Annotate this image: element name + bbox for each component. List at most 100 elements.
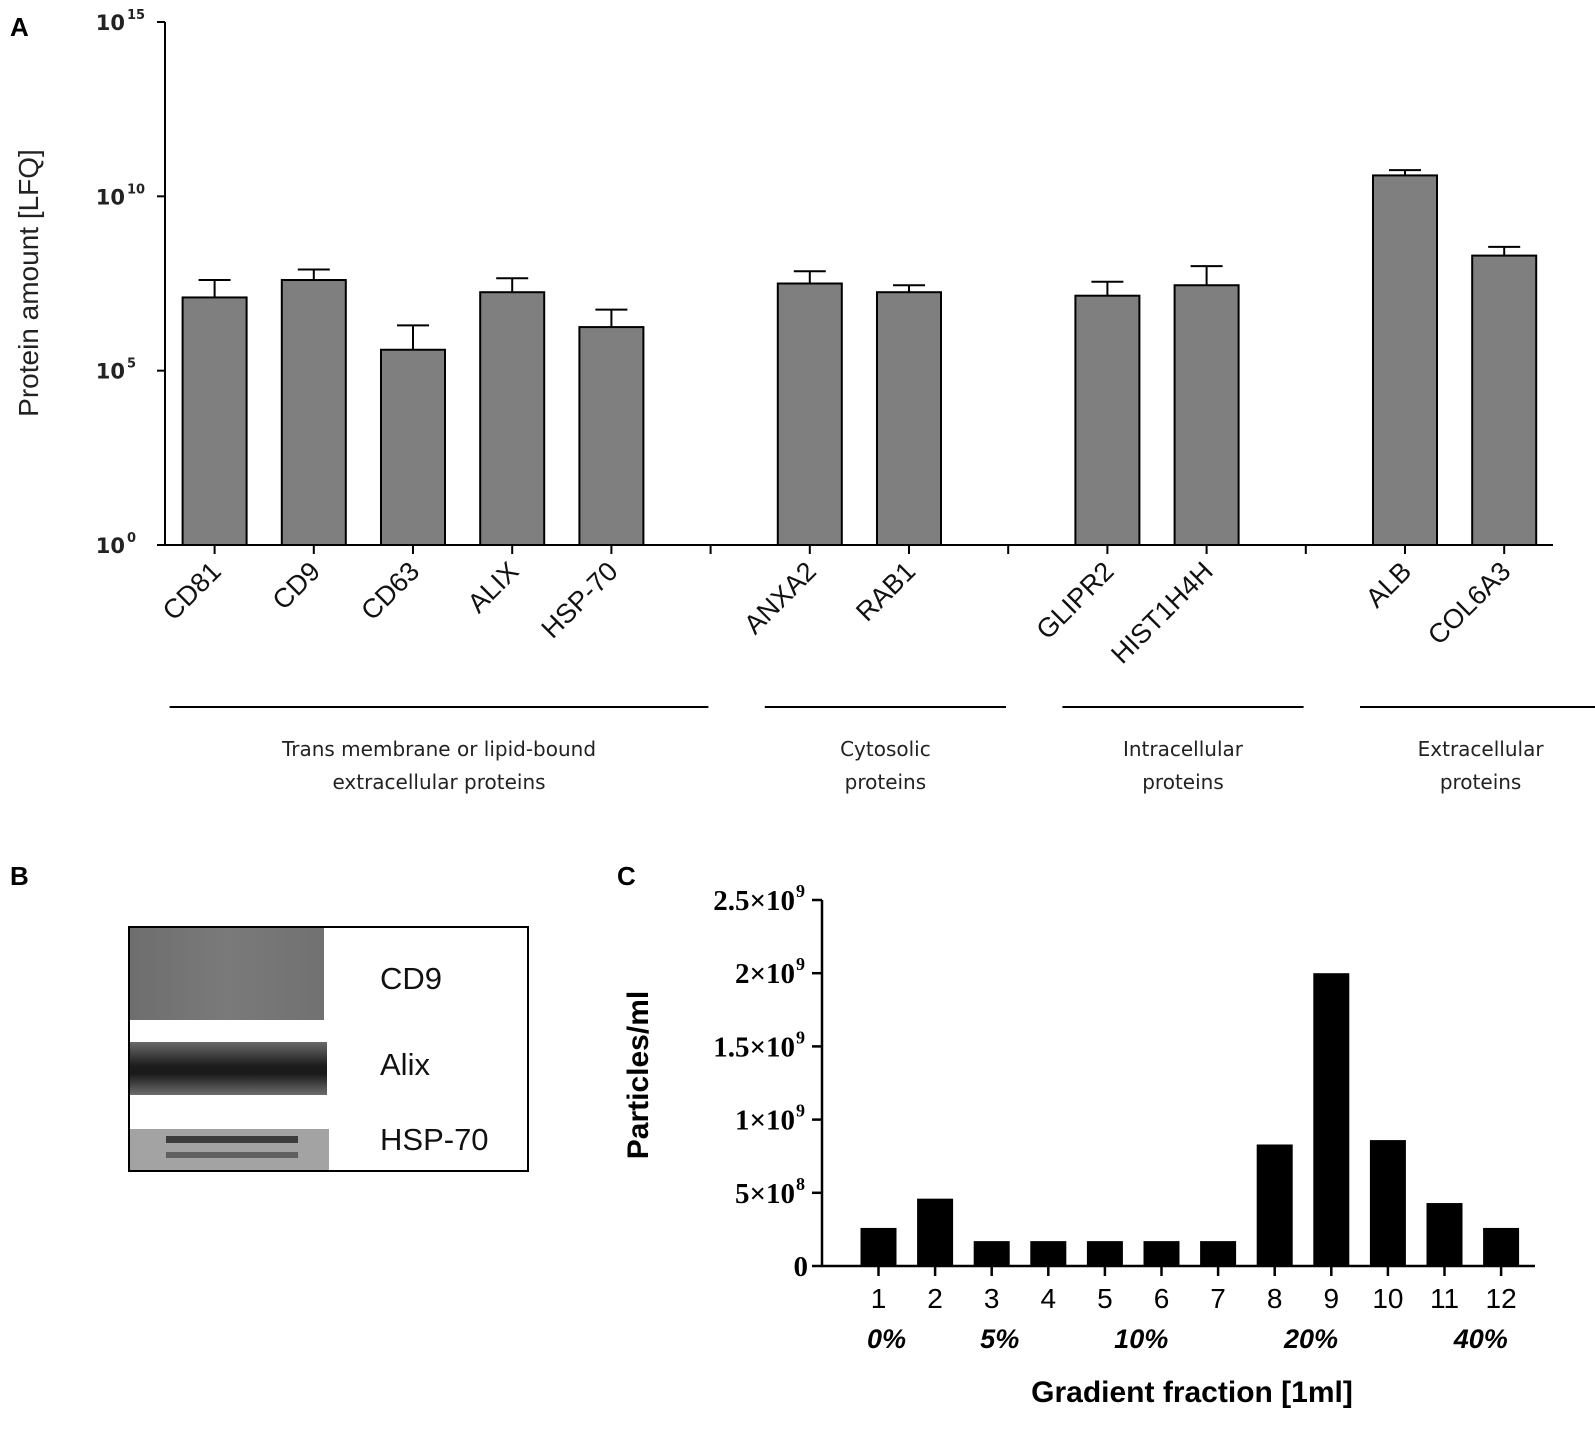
chart-c-category-label: 11 bbox=[1430, 1283, 1459, 1314]
blot-label-cd9: CD9 bbox=[380, 961, 442, 996]
chart-c-x-axis-label: Gradient fraction [1ml] bbox=[1031, 1376, 1353, 1409]
chart-a-category-label: ALIX bbox=[462, 556, 525, 619]
chart-c-y-axis-label: Particles/ml bbox=[622, 991, 655, 1159]
chart-c-category-label: 12 bbox=[1486, 1283, 1517, 1314]
blot-band-hsp70-upper bbox=[166, 1136, 298, 1143]
chart-c-bar bbox=[860, 1227, 897, 1266]
chart-c-bar bbox=[1030, 1241, 1067, 1266]
chart-c-category-label: 7 bbox=[1210, 1283, 1226, 1314]
chart-c-category-label: 4 bbox=[1041, 1283, 1057, 1314]
blot-band-hsp70-lower bbox=[166, 1152, 298, 1158]
panel-label-a: A bbox=[10, 12, 29, 42]
chart-a-bars bbox=[181, 169, 1538, 547]
blot-strip-cd9 bbox=[130, 928, 324, 1020]
chart-a-y-tick-exponent: 0 bbox=[127, 531, 136, 546]
chart-c-bar bbox=[1256, 1144, 1293, 1266]
chart-c-category-label: 5 bbox=[1097, 1283, 1113, 1314]
chart-a-bar bbox=[776, 282, 843, 546]
chart-c-y-ticks: 05×10 81×10 91.5×10 92×10 92.5×10 9 bbox=[713, 881, 822, 1283]
chart-a-y-tick-label: 10 bbox=[96, 11, 125, 35]
chart-c-category-label: 2 bbox=[927, 1283, 943, 1314]
chart-a-bar bbox=[1372, 174, 1438, 546]
chart-a-bar bbox=[1074, 294, 1141, 546]
chart-a-group-labels: Trans membrane or lipid-bound extracellul… bbox=[169, 706, 1595, 794]
blot-strip-alix bbox=[130, 1042, 327, 1095]
chart-c-y-tick-label: 1×10 bbox=[735, 1105, 795, 1137]
chart-a-y-axis-label: Protein amount [LFQ] bbox=[13, 149, 44, 417]
chart-c-gradient-label: 40% bbox=[1453, 1324, 1508, 1354]
chart-a-group-label: Trans membrane or lipid-bound bbox=[281, 737, 596, 761]
chart-a-category-label: RAB1 bbox=[850, 556, 921, 627]
chart-a-group-label: Intracellular bbox=[1123, 737, 1244, 761]
chart-c-category-label: 8 bbox=[1267, 1283, 1283, 1314]
chart-c-bar bbox=[1143, 1241, 1180, 1266]
chart-a-bar bbox=[479, 291, 546, 547]
chart-a-group-label: extracellular proteins bbox=[332, 770, 545, 794]
chart-c-category-label: 6 bbox=[1154, 1283, 1170, 1314]
chart-a-bar bbox=[1471, 254, 1538, 547]
chart-c-y-tick-exponent: 8 bbox=[796, 1174, 805, 1194]
chart-c-y-tick-label: 1.5×10 bbox=[713, 1031, 795, 1063]
chart-a-group-label: Cytosolic bbox=[840, 737, 931, 761]
chart-a-bar bbox=[1173, 284, 1240, 546]
chart-a-y-tick-exponent: 5 bbox=[127, 357, 136, 372]
chart-c-bar bbox=[1086, 1241, 1123, 1266]
chart-c-y-tick-label: 0 bbox=[794, 1251, 809, 1283]
chart-a-category-label: CD81 bbox=[157, 556, 227, 626]
chart-a-category-label: CD9 bbox=[267, 556, 326, 615]
chart-a-group-label: proteins bbox=[1440, 770, 1522, 794]
chart-a-bar bbox=[280, 279, 347, 546]
chart-a-category-label: ALB bbox=[1360, 556, 1417, 613]
panel-label-c: C bbox=[617, 861, 636, 891]
chart-c-bars bbox=[860, 973, 1520, 1266]
chart-c-category-label: 1 bbox=[871, 1283, 887, 1314]
chart-c-gradient-label: 10% bbox=[1114, 1324, 1168, 1354]
chart-c-bar bbox=[1369, 1140, 1406, 1266]
blot-label-alix: Alix bbox=[380, 1047, 430, 1082]
chart-c-bar bbox=[917, 1198, 954, 1266]
chart-a-category-labels: CD81 CD9 CD63 ALIX HSP-70 ANXA2 RAB1 GLIPR2HIST… bbox=[157, 556, 1517, 670]
chart-c-y-tick-label: 2×10 bbox=[735, 958, 795, 990]
chart-c-bar bbox=[973, 1241, 1010, 1266]
chart-c: Particles/ml 05×10 81×10 91.5×10 92×10 92.5×… bbox=[622, 881, 1535, 1409]
blot-strip-hsp70 bbox=[130, 1129, 329, 1170]
chart-c-gradient-label: 5% bbox=[980, 1324, 1019, 1354]
chart-c-y-tick-label: 2.5×10 bbox=[713, 885, 795, 917]
chart-a-group-label: Extracellular bbox=[1418, 737, 1545, 761]
chart-c-bar bbox=[1426, 1203, 1463, 1266]
chart-a-axes bbox=[164, 22, 1553, 554]
chart-c-gradient-labels: 0% 5% 10% 20% 40% bbox=[867, 1324, 1508, 1354]
chart-a-bar bbox=[181, 296, 248, 546]
chart-a-category-label: ANXA2 bbox=[738, 556, 822, 640]
chart-c-gradient-label: 20% bbox=[1283, 1324, 1338, 1354]
chart-c-y-tick-exponent: 9 bbox=[796, 1101, 805, 1121]
chart-c-gradient-label: 0% bbox=[867, 1324, 906, 1354]
chart-a-group-label: proteins bbox=[1142, 770, 1224, 794]
chart-a-y-tick-label: 10 bbox=[96, 185, 125, 209]
blot-label-hsp70: HSP-70 bbox=[380, 1122, 489, 1157]
chart-a-category-label: CD63 bbox=[355, 556, 425, 626]
chart-c-category-label: 9 bbox=[1324, 1283, 1340, 1314]
chart-c-y-tick-exponent: 9 bbox=[796, 1027, 805, 1047]
chart-a-bar bbox=[876, 291, 942, 547]
chart-a-category-label: HSP-70 bbox=[536, 556, 624, 644]
chart-a-category-label: GLIPR2 bbox=[1031, 556, 1120, 645]
chart-c-category-labels: 1 2 3 4 5 6 7 8 9 10 11 12 bbox=[871, 1283, 1517, 1314]
chart-c-bar bbox=[1313, 973, 1350, 1266]
chart-a-bar bbox=[380, 348, 446, 546]
chart-a-y-tick-label: 10 bbox=[96, 360, 125, 384]
chart-c-y-tick-exponent: 9 bbox=[796, 954, 805, 974]
western-blot: CD9 Alix HSP-70 bbox=[128, 926, 529, 1172]
chart-c-y-tick-exponent: 9 bbox=[796, 881, 805, 901]
chart-c-bar bbox=[1483, 1227, 1520, 1266]
chart-c-axes bbox=[820, 900, 1535, 1276]
panel-label-b: B bbox=[10, 861, 29, 891]
chart-c-y-tick-label: 5×10 bbox=[735, 1178, 795, 1210]
chart-a-y-tick-label: 10 bbox=[96, 534, 125, 558]
chart-a-category-label: HIST1H4H bbox=[1105, 556, 1219, 670]
chart-a-category-label: COL6A3 bbox=[1422, 556, 1516, 650]
chart-c-bar bbox=[1200, 1241, 1237, 1266]
chart-c-category-label: 3 bbox=[984, 1283, 1000, 1314]
